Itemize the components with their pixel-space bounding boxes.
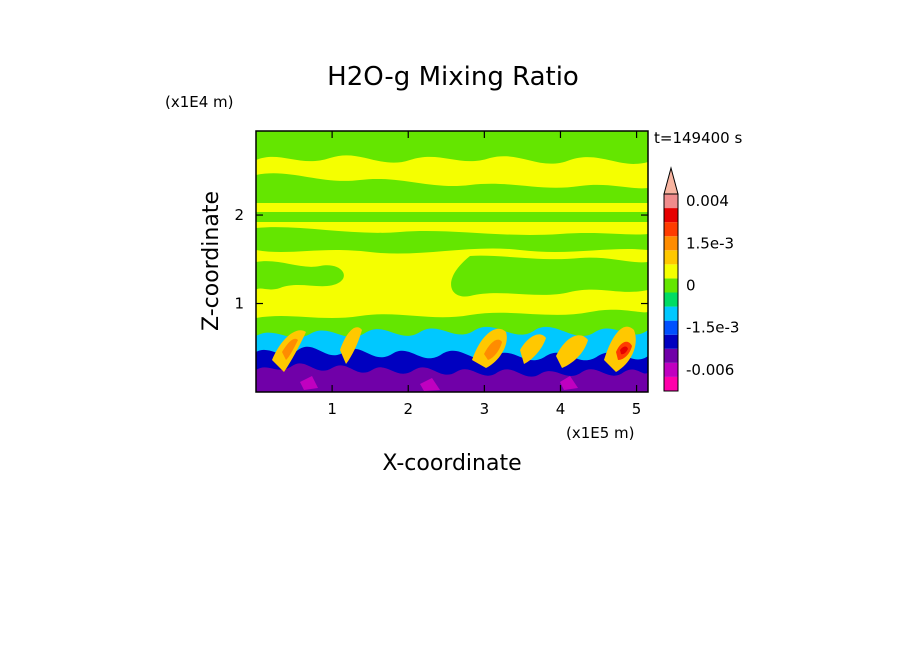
colorbar: 0.004 1.5e-3 0 -1.5e-3 -0.006 (663, 166, 739, 392)
field-region-magenta (300, 376, 318, 390)
field-region-magenta (560, 376, 578, 390)
field-region-red-core (620, 346, 628, 355)
x-axis-ticks: 1 2 3 4 5 (327, 131, 641, 418)
field-region-orange-plume (484, 339, 502, 360)
time-label: t=149400 s (654, 129, 742, 147)
field-region-mid-green (451, 255, 648, 297)
field-region-upper-green (256, 173, 648, 203)
colorbar-swatch (664, 306, 678, 321)
colorbar-tick-label: -1.5e-3 (686, 319, 739, 337)
y-tick-label: 1 (234, 295, 244, 313)
plot-frame (255, 130, 649, 393)
colorbar-swatch (664, 362, 678, 377)
y-unit-label: (x1E4 m) (165, 93, 234, 111)
y-axis-ticks: 12 (234, 206, 648, 313)
colorbar-swatch (664, 208, 678, 223)
y-tick-label: 2 (234, 206, 244, 224)
colorbar-swatch (664, 348, 678, 363)
x-tick-label: 2 (403, 400, 413, 418)
colorbar-swatch (664, 292, 678, 307)
colorbar-swatch (664, 250, 678, 265)
chart-title: H2O-g Mixing Ratio (327, 62, 579, 92)
x-axis-label: X-coordinate (382, 451, 521, 476)
colorbar-swatch (664, 278, 678, 293)
x-unit-label: (x1E5 m) (566, 424, 635, 442)
colorbar-tick-label: 0.004 (686, 192, 729, 210)
colorbar-swatch (664, 376, 678, 391)
contour-field (256, 131, 648, 392)
field-region-band-green (256, 227, 648, 254)
field-region-band-green (256, 212, 648, 222)
colorbar-tick-label: -0.006 (686, 361, 734, 379)
field-region-mid-green (256, 261, 344, 290)
field-region-upper-green (256, 131, 648, 164)
colorbar-tick-label: 0 (686, 276, 696, 294)
y-axis-label: Z-coordinate (199, 191, 224, 331)
field-region-orange-plume (556, 335, 588, 368)
colorbar-swatch (664, 222, 678, 237)
x-tick-label: 5 (632, 400, 642, 418)
colorbar-swatch (664, 320, 678, 335)
colorbar-swatch (664, 264, 678, 279)
field-region-orange-plume (340, 327, 362, 364)
colorbar-tick-label: 1.5e-3 (686, 234, 734, 252)
colorbar-swatch (664, 334, 678, 349)
field-region-orange-plume (282, 338, 298, 360)
field-region-purple (256, 363, 648, 392)
colorbar-extend-triangle (663, 166, 679, 195)
x-tick-label: 3 (480, 400, 490, 418)
colorbar-swatch (664, 194, 678, 209)
colorbar-swatch (664, 236, 678, 251)
x-tick-label: 4 (556, 400, 566, 418)
field-region-orange-plume (520, 334, 546, 364)
field-region-magenta (420, 378, 440, 391)
colorbar-frame (663, 193, 679, 392)
x-tick-label: 1 (327, 400, 337, 418)
